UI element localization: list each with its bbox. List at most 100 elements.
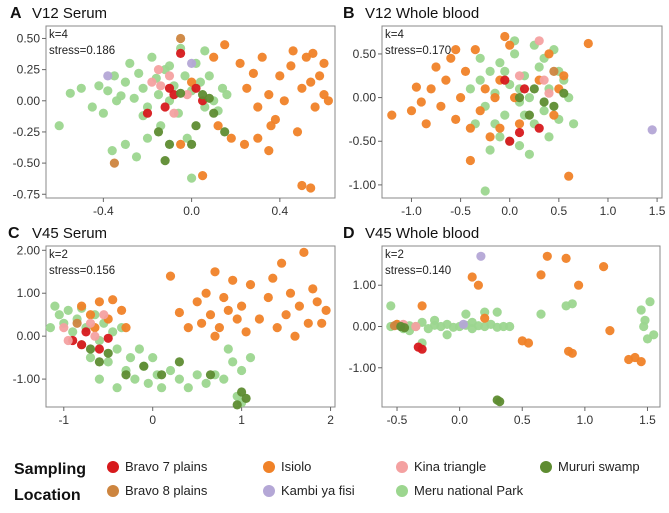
data-point [125,353,136,363]
data-point [125,58,135,68]
x-tick-label: 1.5 [639,413,656,427]
data-point [323,96,333,106]
data-point [458,319,468,329]
data-point [297,180,307,191]
data-point [245,280,256,290]
data-point [549,66,559,76]
data-point [192,370,202,380]
data-point [539,106,549,116]
x-tick-label: -0.5 [450,204,471,218]
data-point [120,77,130,87]
legend-label: Bravo 8 plains [125,483,208,498]
data-point [157,370,167,380]
data-point [315,71,325,81]
data-point [65,88,75,98]
data-point [76,83,86,93]
data-point [235,58,245,68]
data-point [205,310,216,320]
legend: Sampling Location Bravo 7 plains Bravo 8 pl… [14,459,640,504]
data-point [157,383,167,393]
data-point [500,31,510,42]
data-point [77,340,87,350]
legend-swatch [107,461,119,473]
legend-swatch [396,461,408,473]
data-point [213,121,223,131]
data-point [490,93,500,103]
data-point [411,82,421,92]
data-point [103,357,113,367]
data-point [417,301,427,311]
data-point [514,93,525,103]
data-point [109,71,119,81]
panel-title: V45 Serum [32,225,107,242]
data-point [534,36,544,46]
data-point [544,88,554,98]
panel-title: V12 Whole blood [365,5,479,22]
data-point [299,247,309,257]
data-point [514,141,525,151]
data-point [564,171,574,181]
panel-title: V12 Serum [32,5,107,22]
data-point [153,127,164,137]
data-point [476,251,486,261]
data-point [142,133,153,143]
legend-swatch [107,485,119,497]
data-point [279,96,289,106]
data-point [164,139,175,149]
data-point [187,139,197,149]
data-point [297,83,307,93]
data-point [54,310,64,320]
data-point [485,66,495,76]
data-point [549,110,559,120]
x-tick-label: -1 [58,413,69,427]
data-point [306,183,316,193]
legend-label: Kina triangle [414,459,486,474]
panel-d: D V45 Whole blood -0.5 0.0 0.5 1.0 1.5 1.00 0.00… [343,225,661,427]
data-point [465,155,475,166]
data-point [241,327,251,337]
data-point [275,71,285,81]
data-point [636,305,646,315]
data-point [308,284,318,294]
data-point [245,353,256,363]
data-point [85,310,96,320]
data-point [198,171,208,181]
y-tick-label: 0.50 [17,31,41,45]
x-tick-label: 1.5 [649,204,666,218]
data-point [183,323,193,333]
data-point [505,321,515,332]
data-point [649,330,659,340]
data-point [524,110,535,120]
legend-swatch [263,485,275,497]
data-point [539,75,549,85]
data-point [451,45,461,55]
x-tick-label: 0.4 [272,204,289,218]
data-point [134,68,144,78]
data-point [285,288,296,298]
data-point [228,275,238,285]
y-tick-label: -1.00 [13,372,41,386]
data-point [192,297,202,307]
data-point [85,353,96,363]
y-tick-label: -0.50 [349,134,377,148]
data-point [559,71,569,81]
x-tick-label: 1 [238,413,245,427]
data-point [228,357,238,367]
data-point [277,258,287,268]
data-point [107,146,117,156]
x-tick-label: 0.0 [183,204,200,218]
data-point [160,102,170,112]
legend-label: Bravo 7 plains [125,459,208,474]
data-point [94,297,104,307]
data-point [103,86,113,96]
data-point [176,88,186,98]
y-tick-label: 2.00 [17,243,41,257]
data-point [495,132,505,142]
y-tick-label: -0.50 [13,156,41,170]
data-point [134,344,144,354]
data-point [209,108,219,118]
data-point [103,71,113,81]
data-point [187,58,197,68]
data-point [567,348,577,358]
data-point [183,383,193,393]
